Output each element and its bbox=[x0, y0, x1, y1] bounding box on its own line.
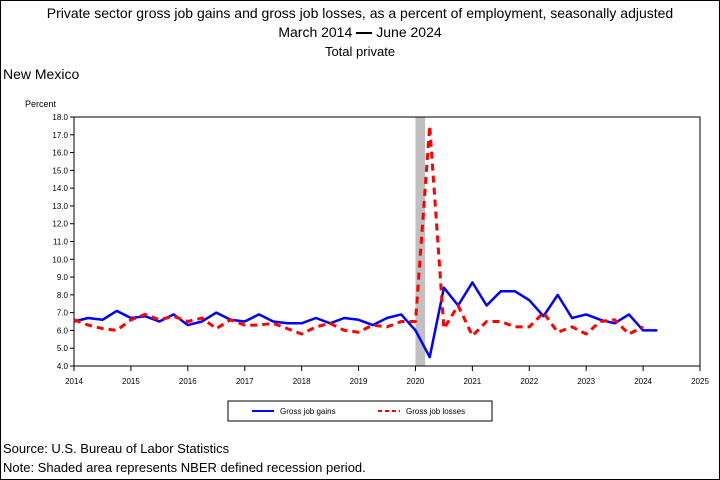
legend-box bbox=[227, 400, 493, 422]
y-tick-label: 14.0 bbox=[52, 184, 68, 193]
y-tick-label: 7.0 bbox=[57, 309, 69, 318]
y-tick-label: 10.0 bbox=[52, 255, 68, 264]
period-start: March 2014 bbox=[278, 24, 353, 40]
x-tick-label: 2025 bbox=[691, 377, 709, 386]
legend-label-losses: Gross job losses bbox=[406, 407, 465, 416]
x-tick-label: 2017 bbox=[236, 377, 254, 386]
y-tick-label: 18.0 bbox=[52, 113, 68, 122]
y-tick-label: 13.0 bbox=[52, 202, 68, 211]
area-label: New Mexico bbox=[3, 66, 80, 82]
y-tick-label: 5.0 bbox=[57, 344, 69, 353]
y-tick-label: 9.0 bbox=[57, 273, 69, 282]
legend: Gross job gains Gross job losses bbox=[227, 400, 493, 422]
source-note: Source: U.S. Bureau of Labor Statistics bbox=[3, 441, 230, 456]
line-chart: 4.0 5.0 6.0 7.0 8.0 9.0 10.0 11.0 12.0 13.0 14.0 15… bbox=[52, 113, 709, 422]
x-tick-label: 2022 bbox=[520, 377, 538, 386]
x-tick-label: 2018 bbox=[293, 377, 311, 386]
plot-area bbox=[73, 116, 701, 367]
x-tick-label: 2019 bbox=[350, 377, 368, 386]
period-dash bbox=[356, 32, 373, 35]
y-tick-label: 16.0 bbox=[52, 149, 68, 158]
chart-period: March 2014 June 2024 bbox=[0, 24, 720, 40]
y-tick-label: 8.0 bbox=[57, 291, 69, 300]
series-line-losses bbox=[73, 124, 644, 338]
chart-title: Private sector gross job gains and gross… bbox=[46, 5, 674, 21]
y-axis-label: Percent bbox=[25, 99, 57, 109]
y-tick-label: 12.0 bbox=[52, 220, 68, 229]
recession-note: Note: Shaded area represents NBER define… bbox=[3, 460, 366, 475]
x-tick-label: 2023 bbox=[577, 377, 595, 386]
x-tick-label: 2016 bbox=[179, 377, 197, 386]
y-tick-label: 4.0 bbox=[57, 362, 69, 371]
x-tick-label: 2014 bbox=[65, 377, 83, 386]
legend-label-gains: Gross job gains bbox=[280, 407, 336, 416]
y-tick-label: 6.0 bbox=[57, 326, 69, 335]
x-tick-label: 2021 bbox=[463, 377, 481, 386]
y-tick-label: 11.0 bbox=[53, 238, 69, 247]
x-tick-label: 2020 bbox=[407, 377, 425, 386]
x-tick-label: 2015 bbox=[122, 377, 140, 386]
chart-subtitle: Total private bbox=[324, 44, 396, 59]
y-tick-label: 15.0 bbox=[52, 166, 68, 175]
series-line-gains bbox=[73, 281, 658, 359]
period-end: June 2024 bbox=[376, 24, 442, 40]
x-tick-label: 2024 bbox=[634, 377, 652, 386]
y-tick-label: 17.0 bbox=[52, 131, 68, 140]
